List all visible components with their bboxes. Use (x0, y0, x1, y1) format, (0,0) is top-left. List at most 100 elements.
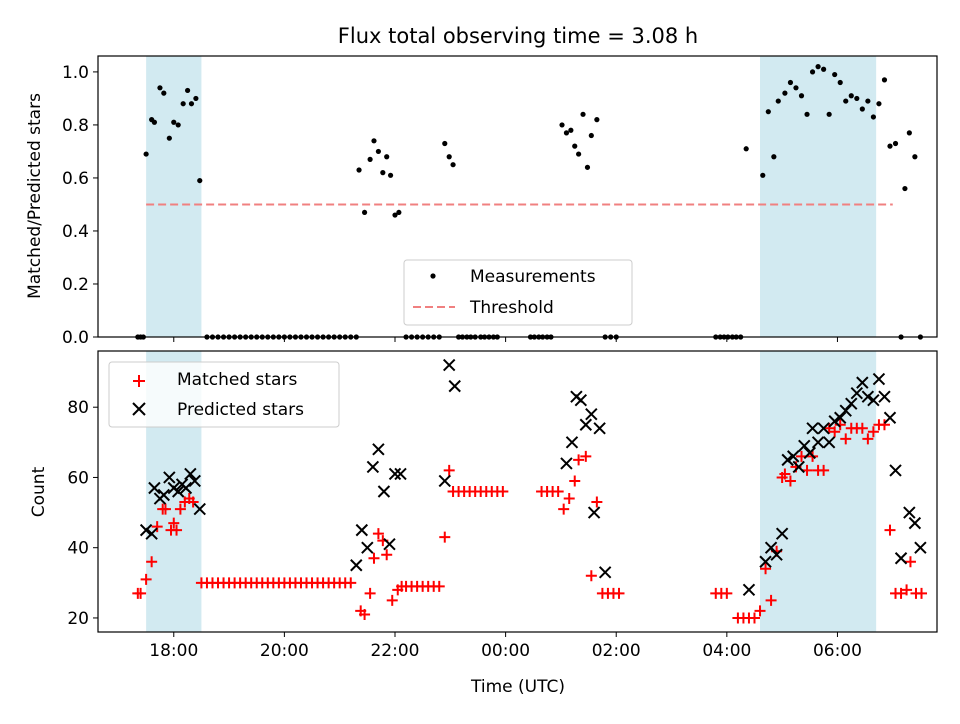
measurements-point-122 (881, 77, 888, 83)
measurements-point-49 (380, 170, 386, 176)
predicted-stars-point-51 (845, 397, 858, 410)
predicted-stars-point-58 (883, 411, 897, 424)
predicted-stars-point-25 (560, 457, 573, 470)
matched-stars-point-3 (146, 556, 158, 568)
measurements-point-51 (387, 172, 394, 178)
matched-stars-point-75 (558, 503, 570, 515)
predicted-stars-point-50 (839, 404, 852, 417)
matched-stars-point-41 (345, 577, 357, 589)
predicted-stars-point-13 (350, 559, 363, 572)
measurements-point-6 (157, 85, 163, 91)
matched-stars-point-85 (613, 587, 625, 599)
measurements-point-128 (912, 154, 918, 160)
x-tick-label-6: 06:00 (813, 641, 862, 661)
measurements-point-111 (821, 66, 827, 72)
predicted-stars-point-0 (139, 523, 153, 537)
predicted-stars-point-18 (377, 485, 391, 498)
matched-stars-point-99 (784, 475, 796, 487)
predicted-stars-point-47 (822, 436, 836, 449)
predicted-stars-point-20 (388, 467, 402, 481)
legend-measurements-marker (430, 273, 436, 279)
measurements-point-109 (809, 69, 816, 75)
bottom-y-axis-label: Count (29, 466, 49, 517)
measurements-point-14 (193, 95, 199, 102)
measurements-point-108 (804, 111, 810, 117)
top-y-tick-label-4: 0.8 (62, 116, 89, 136)
matched-stars-point-106 (823, 422, 835, 434)
predicted-stars-point-28 (574, 393, 588, 407)
x-tick-label-2: 22:00 (370, 641, 419, 661)
predicted-stars-point-49 (834, 411, 847, 424)
top-axes-frame (97, 55, 938, 338)
measurements-point-113 (832, 71, 838, 78)
chart-title: Flux total observing time = 3.08 h (338, 24, 698, 48)
matched-stars-point-88 (721, 587, 733, 599)
measurements-point-103 (775, 98, 781, 104)
legend-threshold-label: Threshold (469, 298, 554, 318)
bottom-y-tick-label-1: 40 (67, 539, 89, 559)
predicted-stars-point-60 (894, 552, 908, 565)
predicted-stars-point-62 (908, 516, 922, 530)
matched-stars-point-46 (372, 528, 384, 540)
predicted-stars-point-41 (792, 460, 805, 474)
predicted-stars-point-46 (817, 422, 830, 435)
measurements-point-115 (843, 98, 849, 104)
measurements-point-5 (151, 119, 158, 125)
predicted-stars-point-31 (587, 506, 601, 519)
matched-stars-point-109 (840, 433, 852, 445)
predicted-stars-point-57 (878, 390, 891, 403)
matched-stars-point-49 (386, 594, 398, 606)
legend-matched-marker (133, 375, 145, 387)
predicted-stars-point-14 (355, 523, 369, 537)
x-axis-label: Time (UTC) (470, 677, 565, 697)
predicted-stars-point-23 (442, 358, 456, 372)
matched-stars-point-120 (901, 584, 913, 596)
top-shaded-interval-0 (146, 56, 202, 337)
top-y-tick-label-2: 0.4 (62, 222, 89, 242)
legend-measurements-label: Measurements (470, 267, 596, 287)
matched-stars-point-121 (904, 556, 916, 568)
matched-stars-point-117 (884, 524, 896, 536)
predicted-stars-point-19 (383, 537, 396, 551)
measurements-point-105 (787, 79, 794, 86)
measurements-point-44 (356, 167, 362, 173)
matched-stars-point-81 (591, 496, 603, 508)
measurements-point-52 (392, 212, 398, 218)
matched-stars-point-2 (140, 573, 152, 585)
measurements-point-80 (559, 122, 565, 128)
predicted-stars-point-53 (856, 376, 869, 389)
matched-stars-point-59 (439, 531, 451, 543)
x-tick-label-4: 02:00 (592, 641, 641, 661)
measurements-point-86 (584, 164, 591, 170)
measurements-point-15 (197, 177, 203, 184)
measurements-point-123 (887, 143, 893, 149)
legend-top: Measurements Threshold (403, 259, 633, 326)
measurements-point-110 (815, 64, 821, 70)
predicted-stars-point-2 (148, 481, 161, 495)
matched-stars-point-6 (159, 503, 171, 515)
measurements-point-46 (367, 156, 373, 162)
matched-stars-point-76 (563, 493, 575, 505)
predicted-stars-point-48 (828, 415, 841, 428)
legend-matched-label: Matched stars (177, 370, 297, 390)
measurements-point-101 (765, 109, 771, 115)
predicted-stars-point-32 (593, 422, 606, 435)
top-y-tick-label-1: 0.2 (62, 275, 89, 295)
measurements-point-114 (837, 79, 843, 86)
predicted-stars-point-59 (889, 464, 902, 477)
matched-stars-point-13 (187, 496, 199, 508)
measurements-point-107 (798, 93, 805, 99)
predicted-stars-point-34 (742, 583, 756, 597)
measurements-point-50 (384, 154, 390, 160)
predicted-stars-point-11 (188, 474, 201, 488)
matched-stars-point-116 (878, 419, 890, 431)
predicted-stars-point-36 (764, 541, 778, 554)
legend-bottom-frame (108, 361, 340, 428)
measurements-point-112 (826, 111, 832, 117)
measurements-point-63 (450, 162, 456, 168)
matched-stars-point-113 (862, 433, 874, 445)
predicted-stars-point-29 (579, 418, 593, 431)
matched-stars-point-78 (573, 454, 585, 466)
measurements-point-116 (848, 93, 854, 99)
predicted-stars-point-24 (448, 379, 461, 393)
